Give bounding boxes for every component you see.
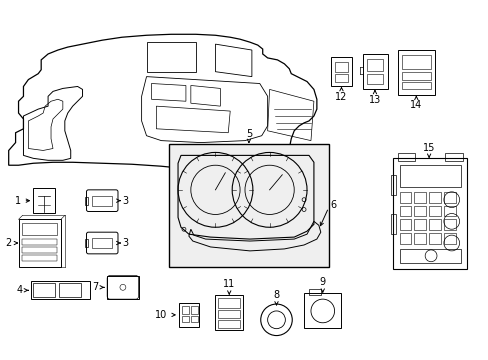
Bar — [182, 306, 188, 314]
Text: 3: 3 — [122, 238, 129, 248]
Text: 7: 7 — [92, 282, 98, 292]
Bar — [33, 188, 55, 213]
Bar — [218, 320, 240, 328]
Bar — [182, 316, 188, 322]
Bar — [107, 275, 139, 299]
Text: 6: 6 — [330, 199, 336, 210]
Bar — [413, 233, 425, 244]
Bar — [399, 219, 410, 230]
Bar — [443, 219, 455, 230]
Bar — [443, 206, 455, 216]
Text: 5: 5 — [245, 129, 251, 139]
Bar — [390, 215, 395, 234]
Text: 8: 8 — [273, 290, 279, 300]
Bar — [190, 306, 197, 314]
Text: 2: 2 — [5, 238, 12, 248]
Bar — [413, 219, 425, 230]
Bar — [443, 192, 455, 203]
Bar — [428, 206, 440, 216]
Bar — [444, 153, 462, 161]
Bar — [399, 233, 410, 244]
Bar — [59, 283, 81, 297]
Bar — [399, 165, 460, 187]
Bar — [92, 196, 112, 206]
Bar — [366, 74, 382, 84]
Text: 9: 9 — [319, 278, 325, 287]
Bar — [390, 175, 395, 195]
Bar — [31, 282, 90, 299]
Bar — [218, 298, 240, 308]
Bar — [399, 192, 410, 203]
Bar — [399, 206, 410, 216]
Bar — [22, 239, 57, 245]
Bar — [397, 153, 414, 161]
Text: 15: 15 — [422, 143, 434, 153]
Bar — [218, 310, 240, 318]
Bar — [366, 59, 382, 71]
Bar — [304, 293, 341, 328]
Text: 14: 14 — [409, 100, 422, 110]
Bar — [33, 283, 55, 297]
Bar — [428, 192, 440, 203]
Bar — [443, 233, 455, 244]
Bar — [19, 219, 61, 267]
Bar — [190, 316, 197, 322]
Bar — [334, 74, 347, 82]
Bar — [401, 72, 430, 80]
Bar — [428, 219, 440, 230]
Bar — [308, 289, 320, 295]
Text: 12: 12 — [335, 92, 347, 102]
Bar — [413, 192, 425, 203]
Bar — [22, 255, 57, 261]
Bar — [330, 57, 351, 86]
Bar — [22, 223, 57, 235]
Bar — [413, 206, 425, 216]
Bar — [401, 55, 430, 69]
Text: 10: 10 — [155, 310, 167, 320]
Text: 13: 13 — [368, 95, 380, 105]
Bar — [428, 233, 440, 244]
Bar — [22, 247, 57, 253]
Text: 3: 3 — [122, 196, 129, 206]
Text: 1: 1 — [15, 196, 20, 206]
Bar — [401, 82, 430, 89]
Bar — [334, 62, 347, 72]
Text: 4: 4 — [17, 285, 22, 295]
Bar — [179, 303, 198, 327]
Bar — [392, 158, 466, 269]
Bar — [363, 54, 387, 89]
Bar — [215, 295, 243, 330]
Text: 11: 11 — [223, 279, 235, 289]
Bar — [399, 249, 460, 263]
Bar — [169, 144, 328, 267]
Bar — [397, 50, 434, 95]
Bar — [92, 238, 112, 248]
